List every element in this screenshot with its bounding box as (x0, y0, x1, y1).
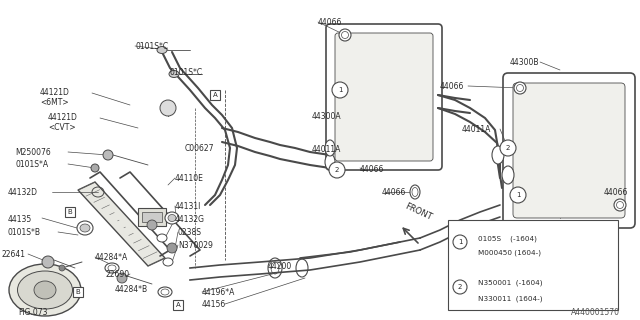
Text: FIG.073: FIG.073 (18, 308, 47, 317)
Circle shape (453, 280, 467, 294)
Text: 44121D: 44121D (40, 88, 70, 97)
FancyBboxPatch shape (513, 83, 625, 218)
Text: 44066: 44066 (318, 18, 342, 27)
Text: 44110E: 44110E (175, 174, 204, 183)
Text: 1: 1 (516, 192, 520, 198)
Text: A: A (212, 92, 218, 98)
Text: 44131I: 44131I (175, 202, 202, 211)
Polygon shape (78, 182, 165, 266)
FancyBboxPatch shape (503, 73, 635, 228)
Text: 44121D: 44121D (48, 113, 78, 122)
Ellipse shape (169, 70, 179, 77)
Circle shape (510, 187, 526, 203)
Text: B: B (76, 289, 81, 295)
Text: 44200: 44200 (268, 262, 292, 271)
Text: 44132D: 44132D (8, 188, 38, 197)
Text: 0101S*C: 0101S*C (170, 68, 203, 77)
Text: FRONT: FRONT (403, 202, 433, 222)
Text: 1: 1 (458, 239, 462, 245)
Bar (142, 212, 162, 222)
Circle shape (59, 265, 65, 271)
Circle shape (167, 243, 177, 253)
Text: 44066: 44066 (360, 165, 385, 174)
Text: C00627: C00627 (185, 144, 214, 153)
Ellipse shape (325, 154, 335, 170)
Text: 44284*A: 44284*A (95, 253, 128, 262)
Text: 44066: 44066 (604, 188, 628, 197)
Circle shape (103, 150, 113, 160)
FancyBboxPatch shape (326, 24, 442, 170)
Text: 1: 1 (338, 87, 342, 93)
Ellipse shape (168, 214, 176, 221)
Circle shape (147, 220, 157, 230)
Text: 44011A: 44011A (312, 145, 341, 154)
Bar (73, 287, 83, 297)
Text: 0101S*C: 0101S*C (135, 42, 168, 51)
Text: B: B (68, 209, 72, 215)
Bar (173, 300, 183, 310)
Text: 44066: 44066 (440, 82, 465, 91)
Text: <6MT>: <6MT> (40, 98, 68, 107)
Text: M000450 (1604-): M000450 (1604-) (478, 250, 541, 257)
Ellipse shape (339, 29, 351, 41)
Bar (210, 90, 220, 100)
Text: 0101S*A: 0101S*A (15, 160, 48, 169)
Text: 2: 2 (506, 145, 510, 151)
Text: 44066: 44066 (382, 188, 406, 197)
Ellipse shape (157, 234, 167, 242)
Text: 2: 2 (458, 284, 462, 290)
Text: <CVT>: <CVT> (48, 123, 76, 132)
Ellipse shape (492, 146, 504, 164)
Text: A: A (175, 302, 180, 308)
Text: 44196*A: 44196*A (202, 288, 236, 297)
Ellipse shape (17, 271, 72, 309)
Circle shape (329, 162, 345, 178)
Text: N330011  (1604-): N330011 (1604-) (478, 295, 543, 301)
Ellipse shape (77, 221, 93, 235)
Circle shape (453, 235, 467, 249)
Ellipse shape (165, 212, 179, 224)
Ellipse shape (325, 140, 335, 156)
Ellipse shape (80, 224, 90, 232)
Circle shape (42, 256, 54, 268)
Text: 0105S    (-1604): 0105S (-1604) (478, 235, 537, 242)
Text: 44011A: 44011A (462, 125, 492, 134)
Text: 2: 2 (335, 167, 339, 173)
Circle shape (117, 273, 127, 283)
Ellipse shape (158, 287, 172, 297)
Text: 44156: 44156 (202, 300, 227, 309)
Text: N370029: N370029 (178, 241, 213, 250)
Text: M250076: M250076 (15, 148, 51, 157)
Bar (448, 220, 618, 310)
Text: 22641: 22641 (2, 250, 26, 259)
Text: 0101S*B: 0101S*B (8, 228, 41, 237)
Text: N350001  (-1604): N350001 (-1604) (478, 280, 543, 286)
Text: 22690: 22690 (105, 270, 129, 279)
Circle shape (91, 164, 99, 172)
Ellipse shape (614, 199, 626, 211)
Ellipse shape (34, 281, 56, 299)
Text: 44132G: 44132G (175, 215, 205, 224)
Circle shape (160, 100, 176, 116)
Ellipse shape (157, 46, 167, 53)
Text: 44300B: 44300B (510, 58, 540, 67)
Text: 44135: 44135 (8, 215, 32, 224)
Ellipse shape (502, 166, 514, 184)
FancyBboxPatch shape (335, 33, 433, 161)
Bar (65, 207, 75, 217)
Text: 44284*B: 44284*B (115, 285, 148, 294)
Ellipse shape (514, 82, 526, 94)
Text: 44300A: 44300A (312, 112, 342, 121)
Text: 0238S: 0238S (178, 228, 202, 237)
Bar (138, 208, 166, 226)
Circle shape (500, 140, 516, 156)
Ellipse shape (105, 263, 119, 273)
Circle shape (332, 82, 348, 98)
Ellipse shape (410, 185, 420, 199)
Ellipse shape (9, 264, 81, 316)
Ellipse shape (163, 258, 173, 266)
Text: A440001570: A440001570 (571, 308, 620, 317)
